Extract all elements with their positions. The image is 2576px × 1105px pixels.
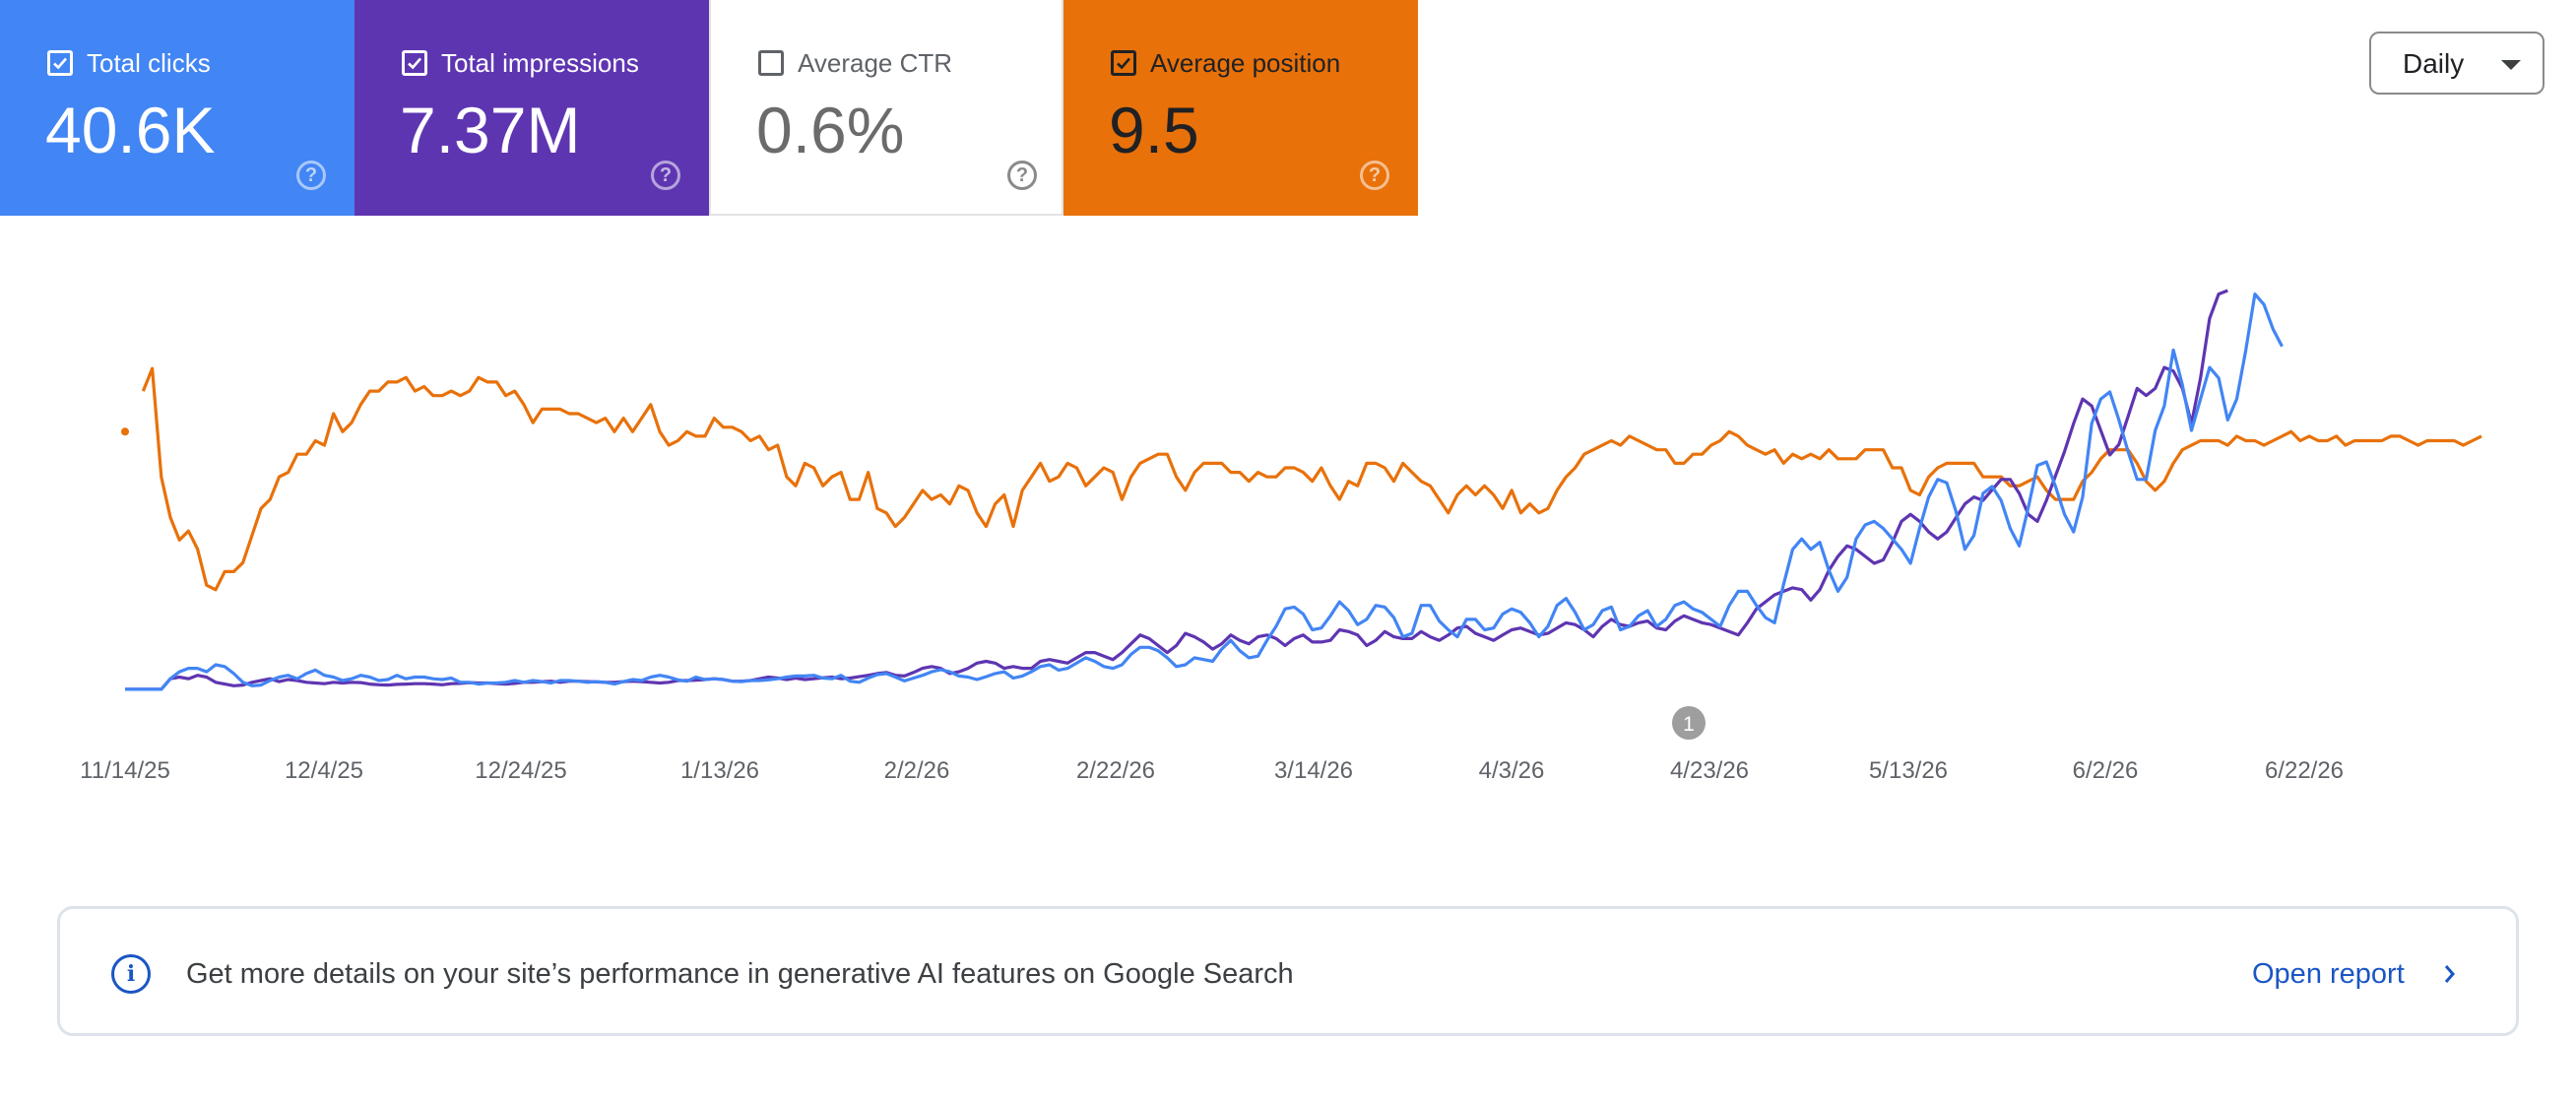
metric-label: Total clicks [87,48,211,78]
chart-annotation-layer: 1 [1672,706,1706,740]
banner-message: Get more details on your site’s performa… [186,958,1294,990]
x-tick-label: 6/22/26 [2265,757,2344,784]
x-tick-label: 11/14/25 [80,757,170,784]
checkbox-checked-icon[interactable] [47,50,73,76]
open-report-label: Open report [2252,958,2405,990]
series-line-total-clicks [125,292,2284,691]
metric-card-total-impressions[interactable]: Total impressions 7.37M ? [354,0,709,216]
help-icon[interactable]: ? [1360,161,1389,190]
metric-card-average-ctr[interactable]: Average CTR 0.6% ? [709,0,1063,216]
help-icon[interactable]: ? [651,161,680,190]
x-tick-label: 12/24/25 [475,757,566,784]
metric-label: Average position [1150,48,1341,78]
performance-chart[interactable]: 1 11/14/25 12/4/25 12/24/25 1/13/26 2/2/26 2/… [0,246,2576,798]
metric-label: Average CTR [798,48,953,78]
metric-card-average-position[interactable]: Average position 9.5 ? [1063,0,1418,216]
metric-value: 7.37M [400,94,581,166]
granularity-dropdown[interactable]: Daily [2369,32,2544,95]
x-tick-label: 3/14/26 [1274,757,1353,784]
open-report-link[interactable]: Open report [2252,954,2455,994]
x-tick-label: 1/13/26 [680,757,759,784]
ai-features-banner: i Get more details on your site’s perfor… [57,906,2519,1036]
checkbox-unchecked-icon[interactable] [758,50,784,76]
checkbox-checked-icon[interactable] [402,50,427,76]
x-tick-label: 5/13/26 [1869,757,1948,784]
chart-series-layer [121,289,2482,691]
metric-value: 9.5 [1109,94,1199,166]
chevron-right-icon [2444,965,2455,983]
x-tick-label: 4/3/26 [1479,757,1545,784]
x-axis-ticks: 11/14/25 12/4/25 12/24/25 1/13/26 2/2/26 2/22… [80,757,2344,784]
x-tick-label: 6/2/26 [2073,757,2139,784]
x-tick-label: 4/23/26 [1670,757,1749,784]
annotation-label: 1 [1683,713,1695,736]
caret-down-icon [2501,60,2521,70]
metric-value: 0.6% [756,94,905,166]
granularity-selected-value: Daily [2403,48,2465,79]
x-tick-label: 2/2/26 [884,757,950,784]
annotation-badge [1672,706,1706,740]
help-icon[interactable]: ? [296,161,326,190]
metric-value: 40.6K [45,94,216,166]
info-icon: i [111,954,151,994]
metric-card-total-clicks[interactable]: Total clicks 40.6K ? [0,0,354,216]
series-line-average-position [141,366,2482,592]
series-point [121,427,129,436]
annotation-marker[interactable]: 1 [1672,706,1706,740]
checkbox-checked-icon[interactable] [1111,50,1136,76]
help-icon[interactable]: ? [1007,161,1037,190]
x-tick-label: 12/4/25 [285,757,363,784]
metric-label: Total impressions [441,48,639,78]
x-tick-label: 2/22/26 [1076,757,1155,784]
